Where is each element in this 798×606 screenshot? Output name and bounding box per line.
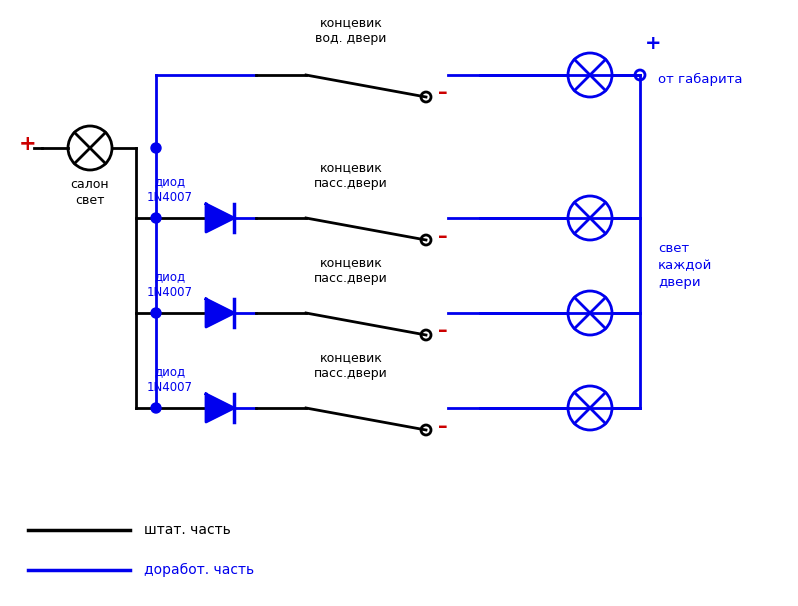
Circle shape (151, 403, 161, 413)
Polygon shape (206, 204, 234, 232)
Text: –: – (438, 416, 448, 436)
Text: диод
1N4007: диод 1N4007 (147, 365, 193, 394)
Text: салон
свет: салон свет (71, 178, 109, 207)
Polygon shape (206, 299, 234, 327)
Text: диод
1N4007: диод 1N4007 (147, 175, 193, 204)
Text: –: – (438, 322, 448, 341)
Text: концевик
вод. двери: концевик вод. двери (315, 16, 387, 45)
Text: штат. часть: штат. часть (144, 523, 231, 537)
Text: от габарита: от габарита (658, 73, 742, 85)
Text: +: + (645, 34, 662, 53)
Polygon shape (206, 394, 234, 422)
Text: –: – (438, 84, 448, 102)
Circle shape (151, 143, 161, 153)
Text: концевик
пасс.двери: концевик пасс.двери (314, 161, 388, 190)
Text: концевик
пасс.двери: концевик пасс.двери (314, 256, 388, 285)
Text: доработ. часть: доработ. часть (144, 563, 254, 577)
Circle shape (151, 213, 161, 223)
Text: свет
каждой
двери: свет каждой двери (658, 242, 713, 289)
Text: –: – (438, 227, 448, 245)
Text: +: + (19, 134, 37, 154)
Text: диод
1N4007: диод 1N4007 (147, 270, 193, 299)
Circle shape (151, 308, 161, 318)
Text: концевик
пасс.двери: концевик пасс.двери (314, 351, 388, 380)
